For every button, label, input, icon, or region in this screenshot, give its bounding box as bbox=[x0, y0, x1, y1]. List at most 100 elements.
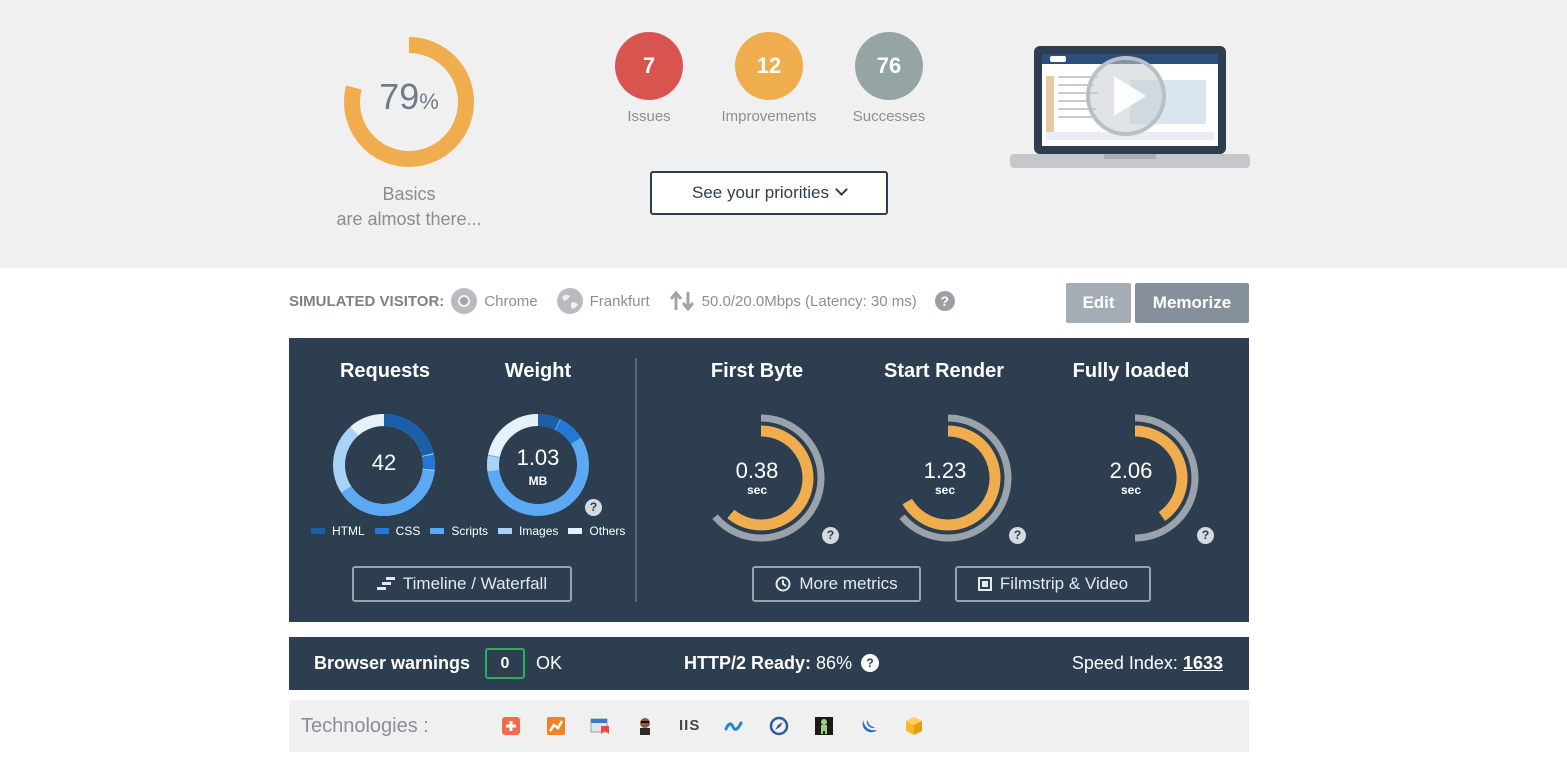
legend-others-swatch bbox=[568, 528, 583, 534]
chevron-down-icon bbox=[835, 183, 848, 196]
visitor-location: Frankfurt bbox=[556, 287, 650, 315]
legend-images-label: Images bbox=[519, 524, 559, 538]
stat-successes[interactable]: 76 Successes bbox=[829, 32, 949, 125]
legend-images-swatch bbox=[498, 528, 513, 534]
location-name: Frankfurt bbox=[589, 292, 650, 310]
robot-logo-icon[interactable] bbox=[814, 716, 834, 736]
visitor-help-icon[interactable]: ? bbox=[934, 291, 955, 311]
warnings-count-badge[interactable]: 0 bbox=[485, 648, 525, 679]
score-caption-line2: are almost there... bbox=[336, 209, 482, 229]
http2-label: HTTP/2 Ready: bbox=[684, 653, 812, 673]
visitor-label: SIMULATED VISITOR: bbox=[289, 292, 445, 310]
legend-images: Images bbox=[498, 524, 558, 538]
fully-loaded-gauge bbox=[1134, 414, 1199, 542]
legend-css: CSS bbox=[374, 524, 421, 538]
technologies-bar: Technologies : IIS bbox=[289, 700, 1249, 752]
metrics-panel: Requests Weight 42 1.03 MB ? HTML CSS Sc… bbox=[289, 338, 1249, 622]
http2-readiness: HTTP/2 Ready: 86% bbox=[684, 637, 852, 690]
speed-index-label: Speed Index: bbox=[1071, 653, 1178, 673]
more-metrics-label: More metrics bbox=[799, 574, 898, 593]
timing-value-arc bbox=[1134, 425, 1188, 522]
start-render-gauge bbox=[899, 414, 1012, 542]
legend-scripts-swatch bbox=[430, 528, 445, 534]
improvements-label: Improvements bbox=[721, 108, 817, 125]
cube-logo-icon[interactable] bbox=[904, 716, 924, 736]
timing-track-arc bbox=[899, 414, 1012, 542]
stat-improvements[interactable]: 12 Improvements bbox=[709, 32, 829, 125]
filmstrip-label: Filmstrip & Video bbox=[999, 574, 1129, 593]
legend-scripts-label: Scripts bbox=[451, 524, 489, 538]
visitor-browser: Chrome bbox=[450, 287, 538, 315]
timeline-waterfall-button[interactable]: Timeline / Waterfall bbox=[352, 566, 572, 602]
weight-value: 1.03 bbox=[516, 445, 560, 470]
first-byte-help-icon[interactable]: ? bbox=[822, 527, 839, 544]
analytics-chart-icon[interactable] bbox=[546, 716, 566, 736]
score-caption: Basics are almost there... bbox=[309, 182, 509, 232]
start-render-title: Start Render bbox=[883, 360, 1005, 382]
clock-icon bbox=[775, 576, 791, 592]
priorities-label: See your priorities bbox=[691, 183, 829, 202]
window-tag-icon[interactable] bbox=[590, 716, 610, 736]
waterfall-icon bbox=[376, 577, 395, 590]
weight-help-icon[interactable]: ? bbox=[585, 499, 602, 516]
speed-index: Speed Index: 1633 bbox=[1072, 637, 1223, 690]
person-avatar-icon[interactable] bbox=[635, 716, 655, 736]
weight-unit: MB bbox=[528, 474, 548, 488]
compass-logo-icon[interactable] bbox=[769, 716, 789, 736]
video-preview[interactable] bbox=[1010, 46, 1250, 170]
legend-css-swatch bbox=[374, 528, 389, 534]
first-byte-value: 0.38 bbox=[735, 458, 779, 483]
edit-button[interactable]: Edit bbox=[1066, 283, 1131, 323]
requests-legend: HTML CSS Scripts Images Others bbox=[311, 524, 635, 538]
timeline-label: Timeline / Waterfall bbox=[402, 574, 548, 593]
score-gauge: 79% bbox=[339, 32, 479, 172]
simulated-visitor-bar: SIMULATED VISITOR: Chrome Frankfurt 50.0… bbox=[289, 286, 955, 316]
weight-donut bbox=[487, 414, 589, 516]
memorize-button[interactable]: Memorize bbox=[1135, 283, 1249, 323]
timing-value-arc bbox=[902, 425, 1001, 531]
up-down-arrows-icon bbox=[669, 290, 694, 312]
first-byte-title: First Byte bbox=[710, 360, 804, 382]
http2-value: 86% bbox=[816, 653, 853, 673]
globe-icon bbox=[556, 288, 583, 314]
fully-loaded-title: Fully loaded bbox=[1072, 360, 1190, 382]
legend-html: HTML bbox=[311, 524, 365, 538]
start-render-value: 1.23 bbox=[923, 458, 967, 483]
legend-css-label: CSS bbox=[395, 524, 421, 538]
issues-count: 7 bbox=[615, 32, 683, 100]
jquery-logo-icon[interactable] bbox=[859, 716, 879, 736]
first-byte-gauge bbox=[712, 414, 825, 542]
laptop-video-thumbnail bbox=[1010, 46, 1250, 168]
legend-html-label: HTML bbox=[332, 524, 365, 538]
timing-value-arc bbox=[727, 425, 814, 531]
fully-loaded-value: 2.06 bbox=[1109, 458, 1153, 483]
legend-scripts: Scripts bbox=[430, 524, 488, 538]
film-icon bbox=[977, 577, 992, 591]
legend-html-swatch bbox=[311, 528, 325, 534]
browser-name: Chrome bbox=[484, 292, 538, 310]
plus-logo-icon[interactable] bbox=[501, 716, 521, 736]
successes-count: 76 bbox=[855, 32, 923, 100]
legend-others-label: Others bbox=[589, 524, 626, 538]
http2-help-icon[interactable]: ? bbox=[861, 654, 879, 672]
requests-value: 42 bbox=[371, 450, 397, 475]
score-value: 79% bbox=[379, 76, 439, 117]
timing-track-arc bbox=[712, 414, 825, 542]
fully-loaded-help-icon[interactable]: ? bbox=[1197, 527, 1214, 544]
summary-band: 79% Basics are almost there... 7 Issues … bbox=[0, 0, 1567, 268]
stat-issues[interactable]: 7 Issues bbox=[589, 32, 709, 125]
start-render-help-icon[interactable]: ? bbox=[1009, 527, 1026, 544]
filmstrip-video-button[interactable]: Filmstrip & Video bbox=[955, 566, 1151, 602]
wave-logo-icon[interactable] bbox=[724, 716, 744, 736]
score-ring bbox=[344, 37, 474, 167]
legend-others: Others bbox=[568, 524, 625, 538]
fully-loaded-unit: sec bbox=[1120, 483, 1142, 497]
speed-index-link[interactable]: 1633 bbox=[1182, 653, 1223, 673]
warnings-bar: Browser warnings 0 OK HTTP/2 Ready: 86% … bbox=[289, 637, 1249, 690]
visitor-connection: 50.0/20.0Mbps (Latency: 30 ms) bbox=[668, 290, 917, 312]
more-metrics-button[interactable]: More metrics bbox=[752, 566, 921, 602]
panel-divider bbox=[635, 358, 637, 602]
iis-text-icon[interactable]: IIS bbox=[679, 717, 701, 734]
see-priorities-button[interactable]: See your priorities bbox=[650, 171, 888, 215]
chrome-icon bbox=[451, 288, 478, 314]
